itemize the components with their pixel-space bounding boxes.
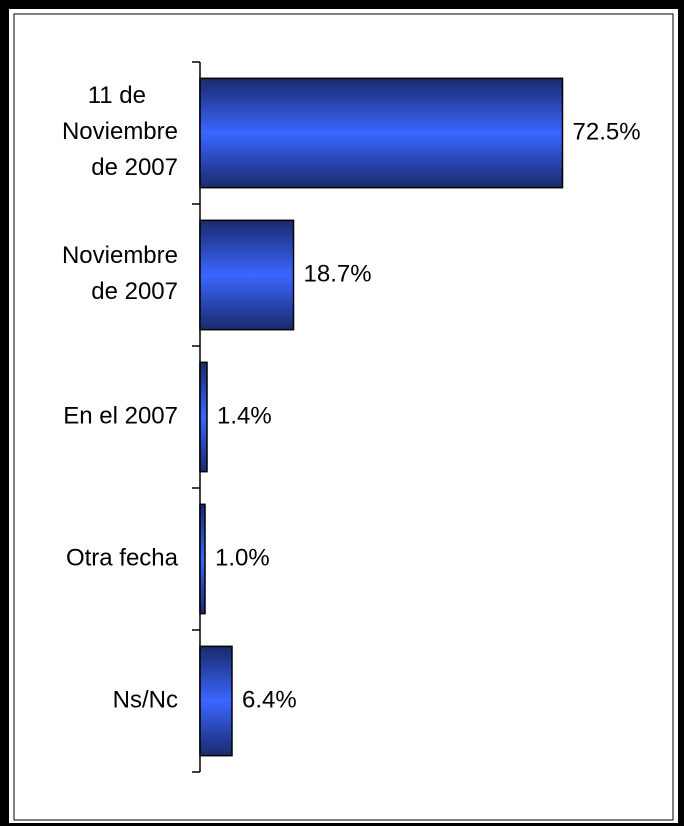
- y-tick-label: Noviembre de 2007: [62, 242, 178, 305]
- bar: [199, 361, 208, 473]
- bar: [199, 77, 564, 189]
- value-label: 6.4%: [242, 686, 297, 713]
- y-tick-label: 11 de Noviembre de 2007: [62, 82, 178, 181]
- bar: [199, 645, 233, 757]
- bar: [199, 219, 295, 331]
- value-label: 1.0%: [215, 544, 270, 571]
- value-label: 72.5%: [573, 118, 641, 145]
- y-tick-label: Otra fecha: [66, 544, 179, 571]
- inner-frame: [13, 13, 674, 821]
- bar: [199, 503, 206, 615]
- value-label: 18.7%: [304, 260, 372, 287]
- y-tick-label: En el 2007: [63, 402, 178, 429]
- value-label: 1.4%: [217, 402, 272, 429]
- y-tick-label: Ns/Nc: [113, 686, 178, 713]
